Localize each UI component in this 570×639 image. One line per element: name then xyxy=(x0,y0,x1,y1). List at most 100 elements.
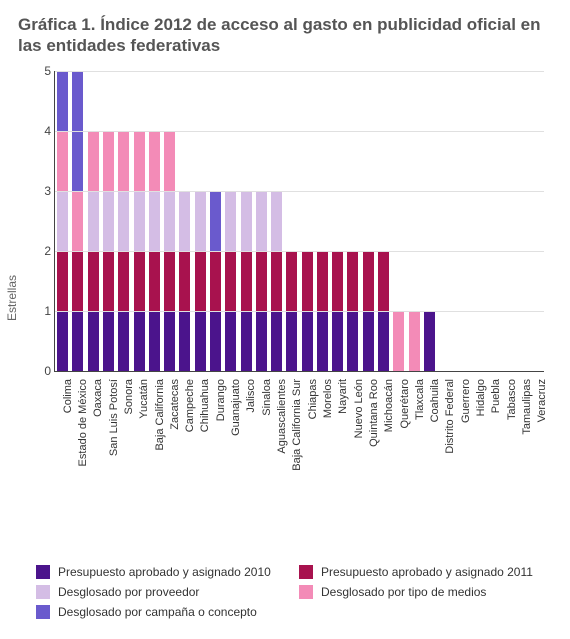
chart-zone: Estrellas 012345 ColimaEstado de MéxicoO… xyxy=(18,63,552,533)
bar-segment xyxy=(57,191,68,251)
bar-segment xyxy=(409,311,420,371)
x-tick: Morelos xyxy=(314,375,329,525)
legend-label: Desglosado por tipo de medios xyxy=(321,585,486,599)
bar-segment xyxy=(88,251,99,311)
bar-segment xyxy=(118,251,129,311)
bar-segment xyxy=(164,131,175,191)
y-tick-label: 5 xyxy=(35,64,51,78)
bar-segment xyxy=(347,311,358,371)
category xyxy=(223,191,238,371)
bar-segment xyxy=(103,131,114,191)
bar-segment xyxy=(210,311,221,371)
y-tick-label: 4 xyxy=(35,124,51,138)
grid-line xyxy=(55,71,544,72)
x-tick: Yucatán xyxy=(131,375,146,525)
x-tick: Estado de México xyxy=(69,375,84,525)
x-tick: Michoacán xyxy=(376,375,391,525)
bar-segment xyxy=(57,131,68,191)
bar-segment xyxy=(149,251,160,311)
bar-segment xyxy=(57,251,68,311)
category xyxy=(193,191,208,371)
bar-segment xyxy=(103,311,114,371)
bar-stack xyxy=(179,191,190,371)
bar-segment xyxy=(256,311,267,371)
bar-segment xyxy=(256,251,267,311)
legend-swatch xyxy=(299,585,313,599)
x-tick: Jalisco xyxy=(238,375,253,525)
bar-segment xyxy=(134,191,145,251)
x-tick: Nuevo León xyxy=(345,375,360,525)
bar-segment xyxy=(241,311,252,371)
category xyxy=(422,311,437,371)
category xyxy=(254,191,269,371)
bar-segment xyxy=(271,191,282,251)
category xyxy=(70,71,85,371)
legend-swatch xyxy=(36,585,50,599)
category xyxy=(55,71,70,371)
legend-swatch xyxy=(299,565,313,579)
bar-segment xyxy=(88,191,99,251)
category xyxy=(391,311,406,371)
bar-segment xyxy=(179,311,190,371)
y-axis-label: Estrellas xyxy=(5,274,19,320)
bar-segment xyxy=(149,191,160,251)
bar-segment xyxy=(393,311,404,371)
bar-segment xyxy=(378,311,389,371)
legend-swatch xyxy=(36,565,50,579)
legend-label: Desglosado por campaña o concepto xyxy=(58,605,257,619)
legend-label: Presupuesto aprobado y asignado 2010 xyxy=(58,565,271,579)
plot-area: 012345 xyxy=(54,71,544,372)
x-tick: Veracruz xyxy=(529,375,544,525)
bar-segment xyxy=(225,191,236,251)
bar-stack xyxy=(72,71,83,371)
bar-segment xyxy=(72,191,83,251)
category xyxy=(269,191,284,371)
x-tick: Sinaloa xyxy=(253,375,268,525)
bar-segment xyxy=(286,311,297,371)
legend-item: Desglosado por campaña o concepto xyxy=(36,605,299,619)
legend-item: Presupuesto aprobado y asignado 2010 xyxy=(36,565,299,579)
bar-segment xyxy=(256,191,267,251)
x-tick: Chiapas xyxy=(299,375,314,525)
bar-segment xyxy=(271,251,282,311)
bar-segment xyxy=(302,251,313,311)
x-tick: Guerrero xyxy=(452,375,467,525)
bar-segment xyxy=(57,71,68,131)
legend-swatch xyxy=(36,605,50,619)
bar-segment xyxy=(363,311,374,371)
x-tick: Tamaulipas xyxy=(513,375,528,525)
legend-item: Presupuesto aprobado y asignado 2011 xyxy=(299,565,562,579)
bar-segment xyxy=(195,191,206,251)
legend-item: Desglosado por proveedor xyxy=(36,585,299,599)
x-tick: Aguascalientes xyxy=(268,375,283,525)
bar-segment xyxy=(149,131,160,191)
chart-title: Gráfica 1. Índice 2012 de acceso al gast… xyxy=(18,14,552,57)
bar-segment xyxy=(286,251,297,311)
y-tick-label: 0 xyxy=(35,364,51,378)
bar-segment xyxy=(225,311,236,371)
bar-segment xyxy=(103,191,114,251)
y-tick-label: 3 xyxy=(35,184,51,198)
figure: Gráfica 1. Índice 2012 de acceso al gast… xyxy=(0,0,570,639)
bar-segment xyxy=(118,311,129,371)
category xyxy=(208,191,223,371)
bar-segment xyxy=(164,311,175,371)
bar-segment xyxy=(225,251,236,311)
grid-line xyxy=(55,311,544,312)
x-tick: Guanajuato xyxy=(222,375,237,525)
bar-segment xyxy=(424,311,435,371)
bar-segment xyxy=(378,251,389,311)
bar-segment xyxy=(210,191,221,251)
x-tick: Durango xyxy=(207,375,222,525)
bar-stack xyxy=(57,71,68,371)
bar-segment xyxy=(149,311,160,371)
bar-segment xyxy=(118,191,129,251)
bar-segment xyxy=(332,251,343,311)
bar-segment xyxy=(179,191,190,251)
bar-stack xyxy=(256,191,267,371)
x-tick: Coahuila xyxy=(422,375,437,525)
x-tick: Nayarit xyxy=(330,375,345,525)
bar-stack xyxy=(195,191,206,371)
grid-line xyxy=(55,251,544,252)
bar-segment xyxy=(72,251,83,311)
